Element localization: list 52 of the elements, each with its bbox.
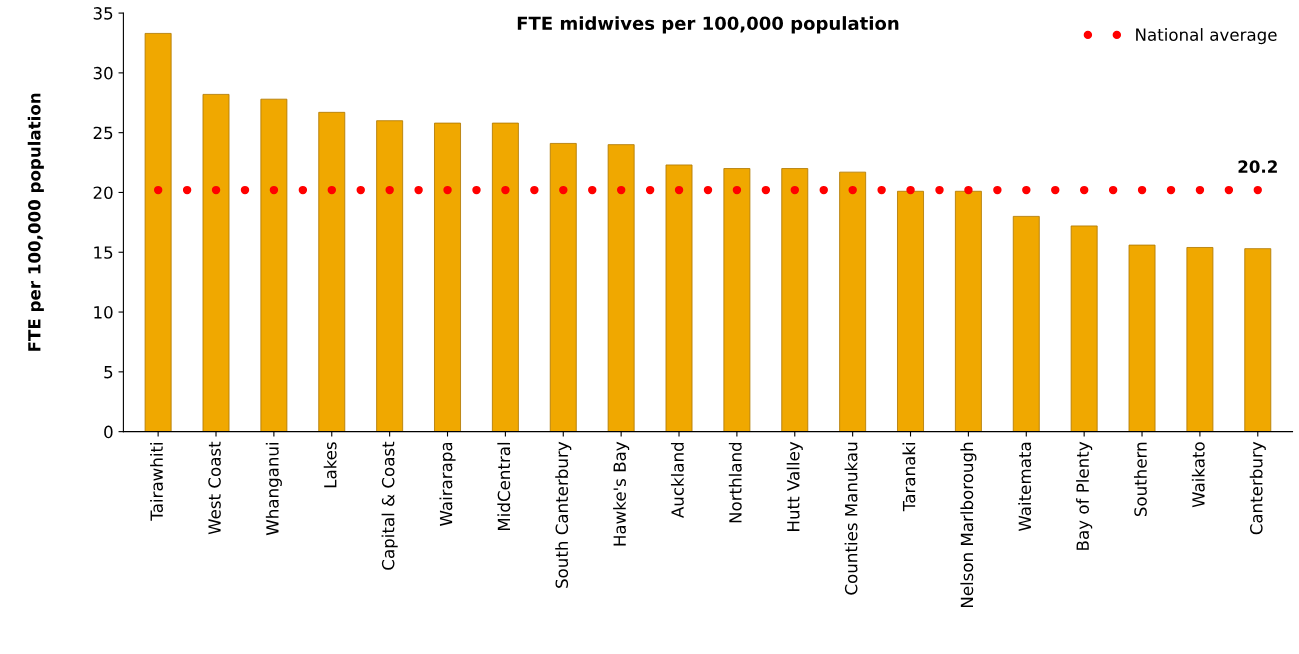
bar	[954, 190, 982, 432]
bar	[781, 168, 809, 432]
y-tick-label: 30	[93, 66, 113, 80]
y-axis-title: FTE per 100,000 population	[27, 93, 44, 351]
x-tick-label: MidCentral	[497, 442, 511, 530]
bar	[1128, 244, 1156, 432]
x-tick-label: Nelson Marlborough	[960, 442, 977, 608]
data-label: 20.2	[1238, 160, 1277, 173]
y-tick-label: 10	[94, 306, 113, 319]
bar	[607, 144, 635, 432]
chart-title: FTE midwives per 100,000 population	[517, 16, 899, 34]
bar	[549, 143, 577, 432]
x-tick-label: Counties Manukau	[844, 442, 858, 595]
bar	[839, 171, 867, 432]
legend-label: National average	[1136, 28, 1277, 45]
bar	[491, 122, 519, 432]
x-tick-label: Taranaki	[902, 442, 916, 512]
x-tick-label: Waitemata	[1018, 442, 1032, 532]
x-tick-label: Southern	[1133, 442, 1147, 517]
x-tick-label: Auckland	[670, 442, 684, 518]
bar	[260, 98, 288, 432]
bar	[1012, 215, 1040, 432]
bar	[202, 93, 230, 432]
x-tick-label: Whanganui	[265, 442, 282, 536]
bar	[376, 120, 404, 432]
bar	[1244, 248, 1272, 432]
y-tick-label: 5	[104, 366, 113, 379]
bar	[723, 168, 751, 432]
x-tick-label: Waikato	[1191, 442, 1205, 508]
bar	[897, 190, 924, 432]
x-tick-label: Tairawhiti	[150, 442, 163, 521]
bar	[318, 111, 346, 432]
bar	[665, 164, 693, 432]
y-tick-label: 25	[93, 126, 113, 140]
x-tick-label: Lakes	[323, 442, 337, 488]
x-tick-label: Capital & Coast	[381, 441, 398, 570]
bar	[1070, 225, 1098, 432]
x-tick-label: Hutt Valley	[786, 441, 803, 531]
x-tick-label: Hawke's Bay	[613, 441, 630, 546]
x-tick-label: Canterbury	[1249, 441, 1266, 535]
y-tick-label: 0	[104, 425, 113, 439]
x-tick-label: West Coast	[208, 441, 221, 535]
x-tick-label: Northland	[728, 442, 742, 523]
y-tick-label: 35	[93, 7, 113, 20]
bar	[144, 32, 172, 432]
y-tick-label: 15	[94, 246, 113, 259]
bar	[434, 122, 461, 432]
x-tick-label: South Canterbury	[555, 441, 572, 588]
bar	[1186, 247, 1214, 432]
y-tick-label: 20	[93, 186, 113, 200]
x-tick-label: Wairarapa	[439, 442, 456, 526]
x-tick-label: Bay of Plenty	[1076, 441, 1093, 550]
